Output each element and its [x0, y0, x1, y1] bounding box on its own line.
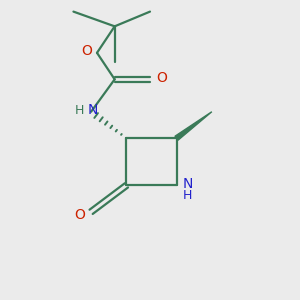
- Text: H: H: [75, 104, 85, 117]
- Text: H: H: [183, 189, 192, 202]
- Text: O: O: [74, 208, 86, 222]
- Text: O: O: [81, 44, 92, 58]
- Polygon shape: [175, 112, 212, 140]
- Text: N: N: [182, 177, 193, 191]
- Text: O: O: [156, 71, 167, 85]
- Text: N: N: [87, 103, 98, 117]
